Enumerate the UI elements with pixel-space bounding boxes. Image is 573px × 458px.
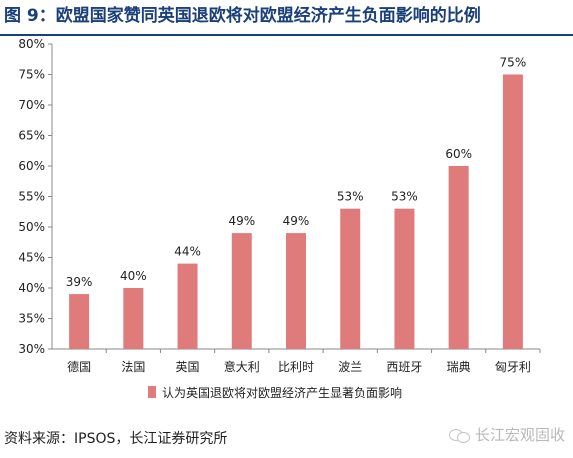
y-tick-label: 70% <box>18 98 45 112</box>
bar-value-label: 39% <box>66 275 93 289</box>
y-tick-label: 35% <box>18 312 45 326</box>
bar-value-label: 44% <box>174 245 201 259</box>
bar <box>123 288 144 349</box>
y-tick-label: 40% <box>18 281 45 295</box>
y-tick-label: 65% <box>18 129 45 143</box>
bar-value-label: 49% <box>283 214 310 228</box>
bar-value-label: 49% <box>228 214 255 228</box>
chart-legend: 认为英国退欧将对欧盟经济产生显著负面影响 <box>148 385 402 400</box>
wechat-icon <box>448 427 471 443</box>
source-note: 资料来源：IPSOS，长江证券研究所 <box>4 431 228 447</box>
bar-value-label: 53% <box>337 190 364 204</box>
bar <box>448 166 469 349</box>
bar-value-label: 60% <box>445 147 472 161</box>
watermark: 长江宏观固收 <box>448 424 565 445</box>
bar <box>502 74 523 349</box>
y-tick-label: 80% <box>18 37 45 51</box>
x-tick-label: 英国 <box>176 360 200 374</box>
x-tick-label: 法国 <box>121 360 145 374</box>
bar <box>340 208 361 349</box>
x-tick-label: 匈牙利 <box>495 360 531 374</box>
watermark-text: 长江宏观固收 <box>474 426 565 444</box>
y-tick-label: 55% <box>18 190 45 204</box>
title-divider <box>0 34 573 36</box>
x-tick-label: 比利时 <box>278 360 314 374</box>
y-tick-label: 50% <box>18 220 45 234</box>
bar <box>177 263 198 349</box>
y-tick-label: 75% <box>18 68 45 82</box>
chart-axes: 30% 35% 40% 45% 50% 55% 60% 65% 70% 75% 80% 德国 法国 英国 意… <box>18 37 541 374</box>
x-tick-label: 波兰 <box>338 360 362 374</box>
bar <box>394 208 415 349</box>
legend-swatch <box>148 386 156 398</box>
bar <box>69 294 90 349</box>
bar-chart: 30% 35% 40% 45% 50% 55% 60% 65% 70% 75% 80% 德国 法国 英国 意… <box>18 37 541 400</box>
legend-label: 认为英国退欧将对欧盟经济产生显著负面影响 <box>162 385 402 400</box>
y-tick-label: 30% <box>18 342 45 356</box>
y-tick-label: 60% <box>18 159 45 173</box>
chart-bars: 39% 40% 44% 49% 49% 53% 53% 60% 75% <box>66 56 527 349</box>
figure-title: 图 9：欧盟国家赞同英国退欧将对欧盟经济产生负面影响的比例 <box>4 6 481 26</box>
bar-value-label: 75% <box>500 56 527 70</box>
y-tick-label: 45% <box>18 251 45 265</box>
x-tick-label: 德国 <box>67 359 91 374</box>
x-tick-label: 西班牙 <box>386 360 422 374</box>
x-tick-label: 意大利 <box>224 359 260 374</box>
x-tick-label: 瑞典 <box>447 360 471 374</box>
bar-value-label: 53% <box>391 190 418 204</box>
bar-value-label: 40% <box>120 269 147 283</box>
bar <box>231 233 252 349</box>
bar <box>286 233 306 349</box>
